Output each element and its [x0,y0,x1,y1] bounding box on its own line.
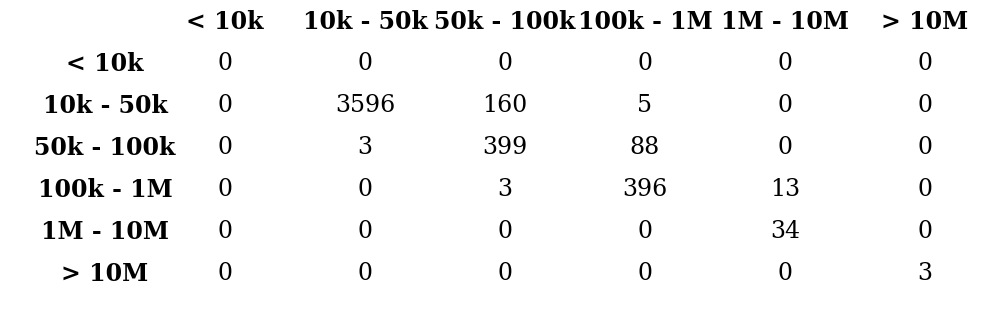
Text: > 10M: > 10M [62,262,148,286]
Text: 0: 0 [497,220,512,243]
Text: 100k - 1M: 100k - 1M [38,178,172,202]
Text: 0: 0 [776,53,791,76]
Text: 0: 0 [916,220,931,243]
Text: 0: 0 [218,53,233,76]
Text: 13: 13 [769,179,799,202]
Text: 100k - 1M: 100k - 1M [578,10,712,34]
Text: 0: 0 [218,136,233,159]
Text: 0: 0 [916,179,931,202]
Text: 3: 3 [916,262,931,285]
Text: 1M - 10M: 1M - 10M [41,220,169,244]
Text: < 10k: < 10k [186,10,263,34]
Text: 0: 0 [497,53,512,76]
Text: 0: 0 [776,136,791,159]
Text: 3: 3 [497,179,512,202]
Text: 0: 0 [218,179,233,202]
Text: > 10M: > 10M [881,10,967,34]
Text: 0: 0 [357,179,372,202]
Text: 0: 0 [218,220,233,243]
Text: 0: 0 [637,220,652,243]
Text: 0: 0 [916,136,931,159]
Text: 3: 3 [357,136,372,159]
Text: 0: 0 [916,53,931,76]
Text: 34: 34 [769,220,799,243]
Text: 0: 0 [497,262,512,285]
Text: 1M - 10M: 1M - 10M [721,10,848,34]
Text: 0: 0 [637,262,652,285]
Text: 0: 0 [776,262,791,285]
Text: 0: 0 [357,53,372,76]
Text: 3596: 3596 [335,94,395,117]
Text: 50k - 100k: 50k - 100k [34,136,176,160]
Text: 0: 0 [637,53,652,76]
Text: 0: 0 [776,94,791,117]
Text: 10k - 50k: 10k - 50k [43,94,167,118]
Text: 160: 160 [482,94,527,117]
Text: 0: 0 [218,94,233,117]
Text: 0: 0 [218,262,233,285]
Text: 0: 0 [916,94,931,117]
Text: 399: 399 [482,136,527,159]
Text: < 10k: < 10k [67,52,143,76]
Text: 10k - 50k: 10k - 50k [302,10,427,34]
Text: 396: 396 [622,179,667,202]
Text: 50k - 100k: 50k - 100k [433,10,576,34]
Text: 5: 5 [637,94,652,117]
Text: 0: 0 [357,220,372,243]
Text: 88: 88 [629,136,659,159]
Text: 0: 0 [357,262,372,285]
